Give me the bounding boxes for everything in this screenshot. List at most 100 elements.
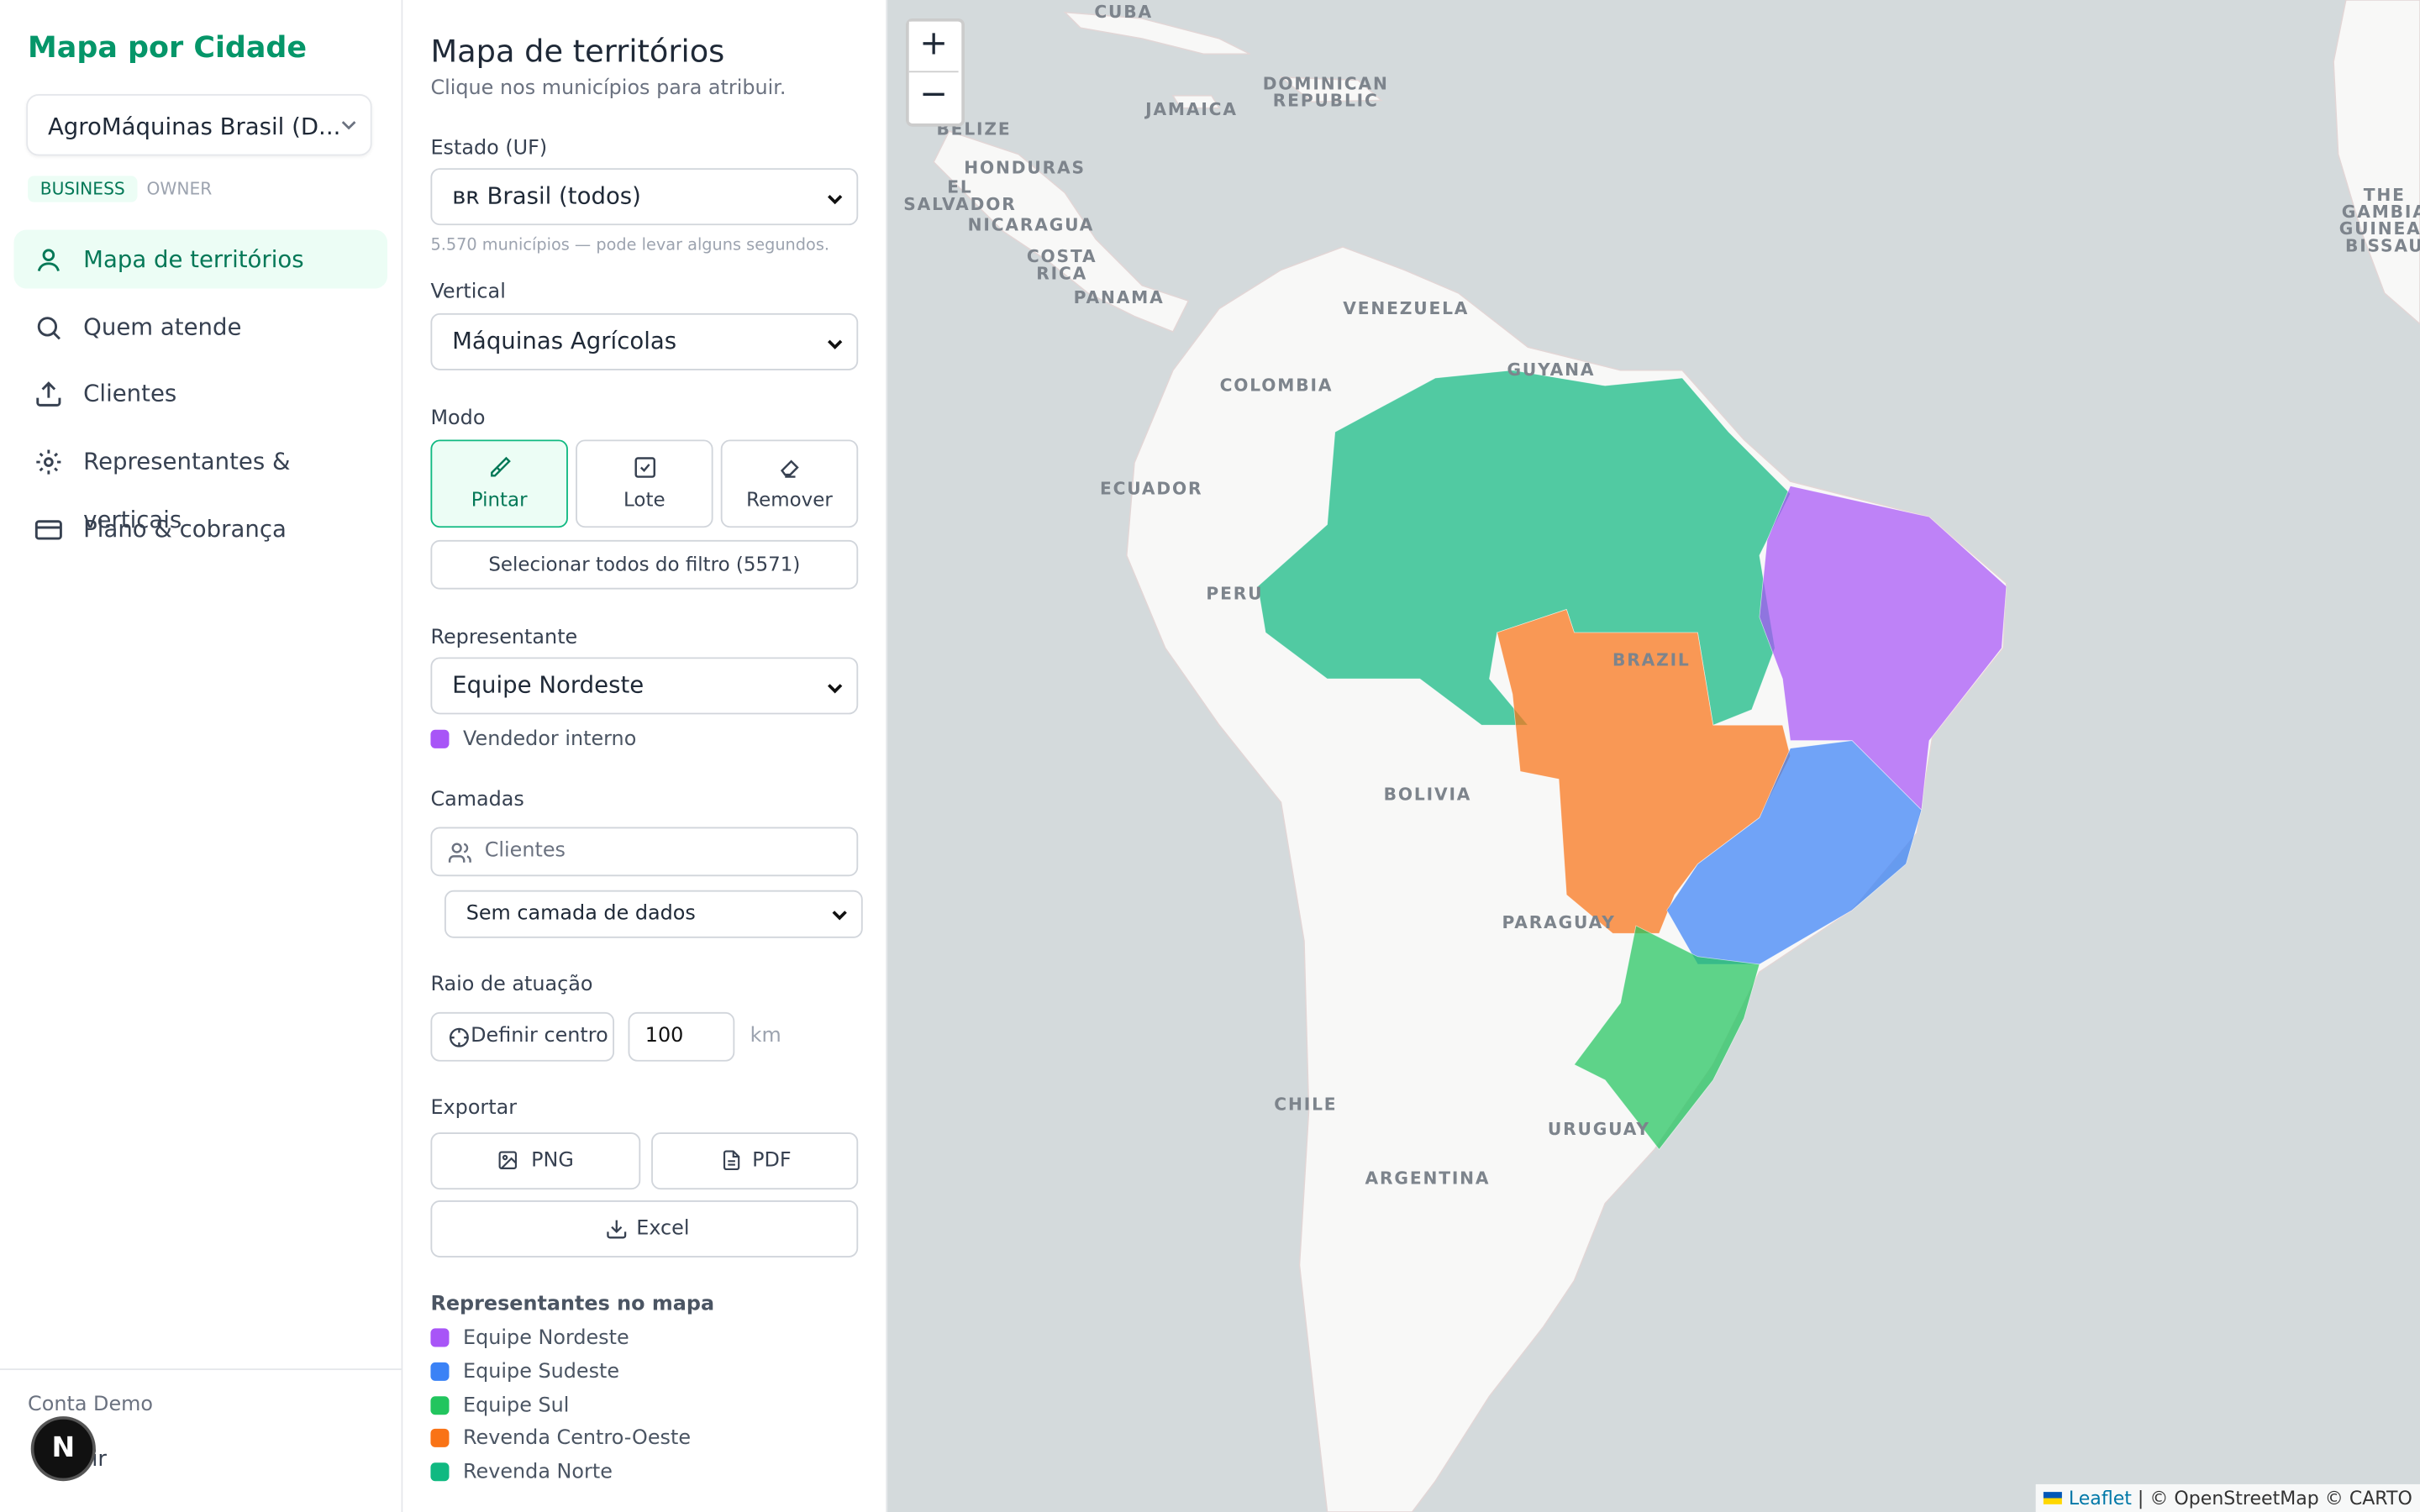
sidebar: Mapa por Cidade AgroMáquinas Brasil (D..… xyxy=(0,0,403,1512)
attribution-text: | © OpenStreetMap © CARTO xyxy=(2137,1487,2412,1509)
value: PNG xyxy=(531,1149,574,1173)
map-label: COSTA RICA xyxy=(1026,246,1097,284)
mode-label: Remover xyxy=(746,487,833,511)
nav-label: Representantes & verticais xyxy=(83,447,291,534)
map-label: VENEZUELA xyxy=(1343,298,1470,319)
legend-swatch xyxy=(430,1462,450,1482)
label: Modo xyxy=(430,407,486,431)
nav-label: Quem atende xyxy=(83,312,242,341)
state-select[interactable]: ʙʀ Brasil (todos) xyxy=(430,168,859,226)
nav-item[interactable]: Clientes xyxy=(14,365,387,423)
control-panel: Mapa de territórios Clique nos município… xyxy=(402,0,888,1512)
label: Camadas xyxy=(430,788,524,812)
nav-label: Mapa de territórios xyxy=(83,245,304,274)
label: Vertical xyxy=(430,281,506,304)
map-label: HONDURAS xyxy=(964,158,1086,179)
nav-item[interactable]: Mapa de territórios xyxy=(13,229,388,289)
leaflet-link[interactable]: Leaflet xyxy=(2068,1487,2132,1509)
rep-type: Vendedor interno xyxy=(463,727,637,752)
legend-title: Representantes no mapa xyxy=(430,1293,715,1316)
export-png[interactable]: PNG xyxy=(430,1132,641,1190)
value: PDF xyxy=(752,1149,792,1173)
map-label: PERU xyxy=(1206,584,1264,605)
map-label: BRAZIL xyxy=(1612,650,1691,671)
nav-item[interactable]: Representantes & verticais xyxy=(14,432,387,534)
nav-label: Plano & cobrança xyxy=(83,515,287,543)
map-label: THE GAMBIA GUINEA- BISSAU xyxy=(2338,185,2420,256)
map-label: PARAGUAY xyxy=(1502,912,1616,933)
mode-label: Lote xyxy=(623,487,666,511)
value: Clientes xyxy=(484,839,566,863)
panel-subtitle: Clique nos municípios para atribuir. xyxy=(430,76,786,101)
zoom-control: + − xyxy=(906,18,965,127)
map-label: EL SALVADOR xyxy=(903,177,1017,215)
mode-button[interactable]: Remover xyxy=(720,439,859,528)
legend-swatch xyxy=(430,1395,450,1415)
map-label: URUGUAY xyxy=(1547,1119,1650,1140)
account-name: AgroMáquinas Brasil (D... xyxy=(47,113,341,141)
map-label: CHILE xyxy=(1274,1095,1338,1116)
map-canvas xyxy=(933,0,2420,1512)
label: Estado (UF) xyxy=(430,137,548,161)
legend-swatch xyxy=(430,1362,450,1381)
map-label: GUYANA xyxy=(1507,360,1596,381)
rep-select[interactable]: Equipe Nordeste xyxy=(430,657,859,715)
account-select[interactable]: AgroMáquinas Brasil (D... xyxy=(26,94,372,156)
legend-label: Equipe Sudeste xyxy=(463,1360,620,1384)
zoom-out[interactable]: − xyxy=(908,72,959,123)
vertical-select[interactable]: Máquinas Agrícolas xyxy=(430,312,859,370)
layer-select[interactable]: Sem camada de dados xyxy=(444,890,863,938)
map-label: ECUADOR xyxy=(1099,479,1203,500)
role-badge: OWNER xyxy=(146,179,213,199)
clients-layer[interactable]: Clientes xyxy=(430,827,859,877)
user-name: Conta Demo xyxy=(28,1393,154,1417)
map-label: BOLIVIA xyxy=(1383,784,1472,805)
value: Equipe Nordeste xyxy=(452,670,644,700)
rep-swatch xyxy=(430,729,450,748)
legend-label: Revenda Norte xyxy=(463,1461,613,1485)
map-label: COLOMBIA xyxy=(1219,375,1334,396)
map-label: CUBA xyxy=(1094,2,1153,23)
label: Exportar xyxy=(430,1096,518,1121)
dev-badge[interactable]: N xyxy=(30,1416,96,1482)
territory[interactable] xyxy=(1573,925,1760,1150)
panel-title: Mapa de territórios xyxy=(430,32,725,70)
value: ʙʀ Brasil (todos) xyxy=(452,181,641,210)
legend-swatch xyxy=(430,1429,450,1448)
nav-item[interactable]: Plano & cobrança xyxy=(14,500,387,559)
legend-label: Equipe Sul xyxy=(463,1394,570,1418)
mode-button[interactable]: Pintar xyxy=(430,439,568,528)
export-excel[interactable]: Excel xyxy=(430,1200,859,1257)
nav-label: Clientes xyxy=(83,380,177,408)
note: 5.570 municípios — pode levar alguns seg… xyxy=(430,236,830,255)
select-all-button[interactable]: Selecionar todos do filtro (5571) xyxy=(430,539,859,590)
value: Máquinas Agrícolas xyxy=(452,327,677,355)
map[interactable]: CUBA JAMAICA DOMINICAN REPUBLIC BELIZE HONDU… xyxy=(887,0,2420,1512)
role-badge: BUSINESS xyxy=(28,176,138,202)
map-label: ARGENTINA xyxy=(1365,1168,1491,1189)
radius-unit: km xyxy=(750,1024,781,1048)
legend-label: Revenda Centro-Oeste xyxy=(463,1427,692,1452)
value: Definir centro xyxy=(471,1024,608,1048)
mode-label: Pintar xyxy=(471,487,528,511)
value: Sem camada de dados xyxy=(466,902,696,927)
map-label: PANAMA xyxy=(1073,287,1165,308)
attribution: Leaflet | © OpenStreetMap © CARTO xyxy=(2036,1483,2420,1512)
zoom-in[interactable]: + xyxy=(908,21,959,73)
export-pdf[interactable]: PDF xyxy=(651,1132,859,1190)
mode-button[interactable]: Lote xyxy=(576,439,713,528)
label: Raio de atuação xyxy=(430,973,593,997)
nav-item[interactable]: Quem atende xyxy=(14,297,387,356)
legend-label: Equipe Nordeste xyxy=(463,1326,629,1351)
map-label: DOMINICAN REPUBLIC xyxy=(1262,74,1389,112)
brand: Mapa por Cidade xyxy=(28,30,308,66)
label: Representante xyxy=(430,626,578,650)
radius-input[interactable]: 100 xyxy=(628,1011,735,1062)
map-label: NICARAGUA xyxy=(967,215,1095,236)
center-button[interactable]: Definir centro xyxy=(430,1011,615,1062)
value: Excel xyxy=(636,1217,690,1241)
map-label: JAMAICA xyxy=(1145,99,1238,120)
legend-swatch xyxy=(430,1328,450,1347)
